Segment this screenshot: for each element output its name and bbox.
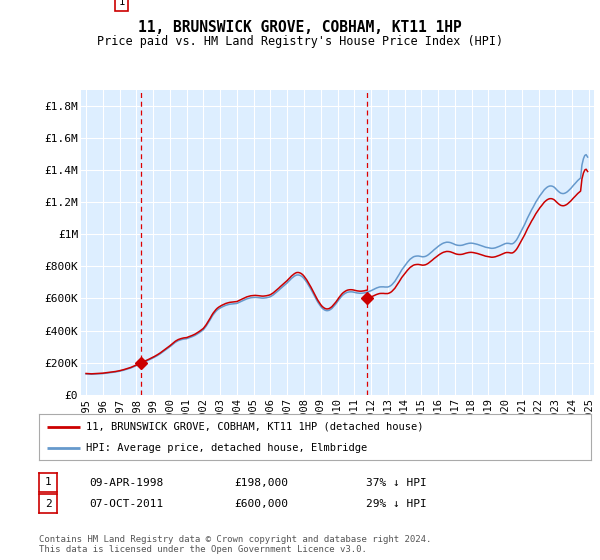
Text: 11, BRUNSWICK GROVE, COBHAM, KT11 1HP: 11, BRUNSWICK GROVE, COBHAM, KT11 1HP: [138, 20, 462, 35]
Text: 1: 1: [44, 478, 52, 487]
Text: Contains HM Land Registry data © Crown copyright and database right 2024.
This d: Contains HM Land Registry data © Crown c…: [39, 535, 431, 554]
Text: £198,000: £198,000: [234, 478, 288, 488]
Text: 37% ↓ HPI: 37% ↓ HPI: [366, 478, 427, 488]
Text: HPI: Average price, detached house, Elmbridge: HPI: Average price, detached house, Elmb…: [86, 443, 367, 453]
Text: 09-APR-1998: 09-APR-1998: [89, 478, 163, 488]
Text: 1: 1: [118, 0, 125, 7]
Text: Price paid vs. HM Land Registry's House Price Index (HPI): Price paid vs. HM Land Registry's House …: [97, 35, 503, 48]
Text: 11, BRUNSWICK GROVE, COBHAM, KT11 1HP (detached house): 11, BRUNSWICK GROVE, COBHAM, KT11 1HP (d…: [86, 422, 424, 432]
Text: £600,000: £600,000: [234, 499, 288, 509]
Text: 29% ↓ HPI: 29% ↓ HPI: [366, 499, 427, 509]
Text: 2: 2: [44, 499, 52, 508]
Text: 07-OCT-2011: 07-OCT-2011: [89, 499, 163, 509]
